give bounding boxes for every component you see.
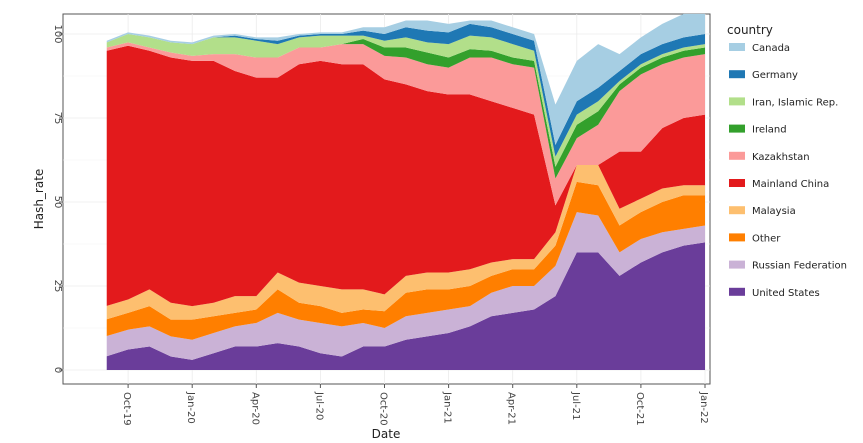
legend: country Canada Germany Iran, Islamic Rep. I… bbox=[727, 23, 847, 299]
x-tick-label: Jul-21 bbox=[570, 391, 581, 420]
legend-label-kazakhstan: Kazakhstan bbox=[752, 152, 810, 163]
area-other bbox=[106, 181, 706, 340]
area-russian-federation bbox=[106, 212, 706, 360]
x-axis-title: Date bbox=[372, 427, 401, 441]
legend-key-mainland-china bbox=[729, 179, 745, 187]
x-tick-label: Apr-21 bbox=[506, 392, 517, 425]
x-axis: Oct-19 Jan-20 Apr-20 Jul-20 Oct-20 Jan-21 Apr-… bbox=[121, 384, 709, 426]
legend-label-germany: Germany bbox=[752, 70, 798, 81]
x-tick-label: Oct-21 bbox=[634, 392, 645, 426]
legend-label-russian-federation: Russian Federation bbox=[752, 261, 847, 272]
y-tick-label: 0 bbox=[52, 367, 63, 373]
legend-title: country bbox=[727, 23, 773, 37]
legend-label-ireland: Ireland bbox=[752, 125, 787, 136]
legend-key-kazakhstan bbox=[729, 151, 745, 160]
legend-key-malaysia bbox=[729, 206, 745, 215]
x-tick-label: Jan-21 bbox=[442, 391, 453, 424]
legend-key-canada bbox=[729, 43, 745, 51]
x-tick-label: Jul-20 bbox=[313, 391, 324, 420]
legend-key-germany bbox=[729, 70, 745, 79]
y-axis: 0 25 50 75 100 bbox=[52, 24, 63, 373]
legend-label-canada: Canada bbox=[752, 43, 790, 54]
area-malaysia bbox=[106, 165, 706, 320]
area-iran-islamic-rep bbox=[106, 34, 706, 167]
legend-label-malaysia: Malaysia bbox=[752, 206, 796, 217]
y-tick-label: 75 bbox=[52, 112, 63, 125]
legend-key-other bbox=[729, 233, 745, 242]
y-tick-label: 50 bbox=[52, 196, 63, 209]
legend-label-united-states: United States bbox=[752, 288, 820, 299]
legend-label-iran-islamic-rep: Iran, Islamic Rep. bbox=[752, 97, 838, 108]
legend-key-ireland bbox=[729, 124, 745, 133]
legend-key-iran-islamic-rep bbox=[729, 97, 745, 106]
x-tick-label: Oct-20 bbox=[378, 392, 389, 426]
legend-label-mainland-china: Mainland China bbox=[752, 179, 829, 190]
area-mainland-china bbox=[106, 45, 706, 307]
x-tick-label: Jan-22 bbox=[698, 391, 709, 424]
legend-label-other: Other bbox=[752, 233, 781, 244]
x-tick-label: Oct-19 bbox=[121, 392, 132, 426]
x-tick-label: Jan-20 bbox=[185, 391, 196, 424]
legend-key-united-states bbox=[729, 287, 745, 296]
area-united-states bbox=[106, 242, 706, 370]
x-tick-label: Apr-20 bbox=[249, 392, 260, 425]
legend-key-russian-federation bbox=[729, 260, 745, 269]
area-kazakhstan bbox=[106, 42, 706, 206]
area-canada bbox=[106, 13, 706, 145]
area-series bbox=[106, 13, 706, 370]
y-tick-label: 100 bbox=[52, 24, 63, 43]
y-tick-label: 25 bbox=[52, 280, 63, 293]
y-axis-title: Hash_rate bbox=[32, 169, 46, 230]
